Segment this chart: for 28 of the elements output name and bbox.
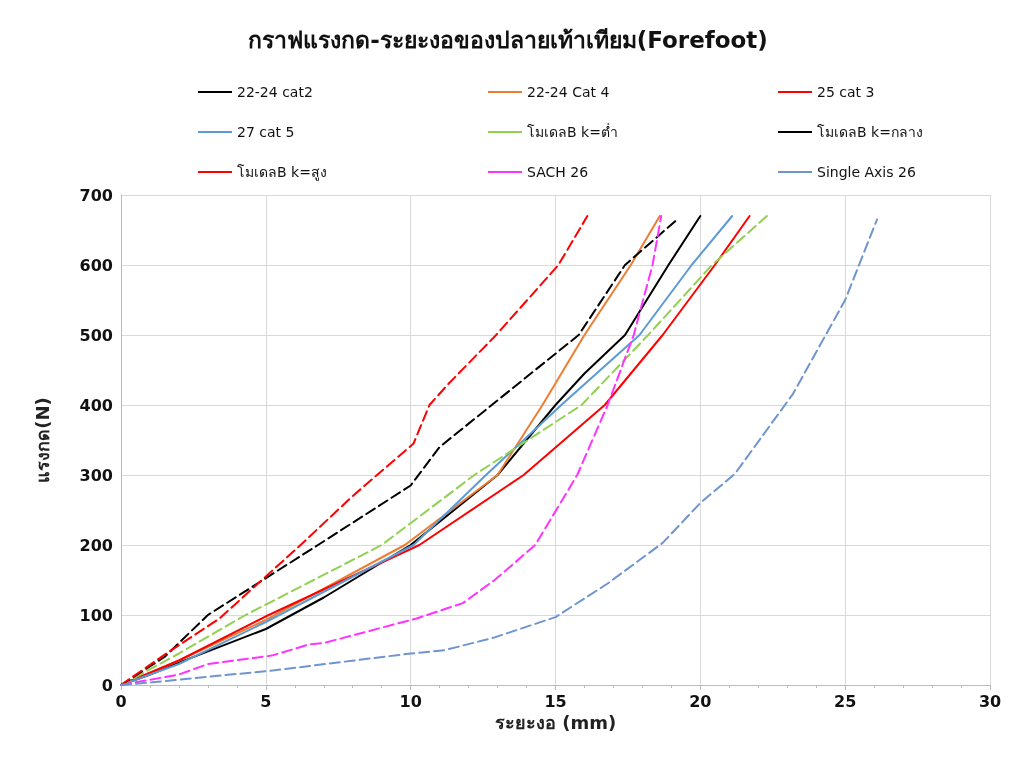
y-tick-label: 600: [79, 255, 113, 275]
x-tick-label: 30: [978, 691, 1002, 711]
y-tick-label: 100: [79, 605, 113, 625]
x-tick-label: 15: [544, 691, 567, 711]
x-tick-label: 5: [260, 691, 272, 711]
y-tick-label: 500: [79, 325, 113, 345]
legend-label: SACH 26: [527, 164, 589, 180]
x-tick-label: 25: [834, 691, 857, 711]
legend-label: โมเดลB k=ต่ำ: [527, 123, 618, 140]
y-tick-label: 400: [79, 395, 113, 415]
y-axis-title: แรงกด(N): [31, 397, 53, 483]
y-tick-label: 700: [79, 185, 113, 205]
legend-label: 25 cat 3: [817, 84, 875, 100]
legend-label: Single Axis 26: [817, 164, 916, 180]
line-series: [120, 218, 879, 686]
x-axis-title: ระยะงอ (mm): [494, 712, 617, 734]
legend-label: โมเดลB k=สูง: [237, 164, 327, 181]
x-tick-label: 10: [399, 691, 422, 711]
chart-title: กราฟแรงกด-ระยะงอของปลายเท้าเทียม(Forefoot): [248, 26, 768, 53]
legend-label: 22-24 cat2: [237, 84, 313, 100]
legend-label: 27 cat 5: [237, 124, 295, 140]
legend-label: 22-24 Cat 4: [527, 84, 610, 100]
y-tick-label: 300: [79, 465, 113, 485]
x-tick-label: 20: [689, 691, 712, 711]
y-tick-label: 0: [101, 675, 113, 695]
legend-label: โมเดลB k=กลาง: [817, 124, 923, 140]
y-tick-label: 200: [79, 535, 113, 555]
x-tick-label: 0: [115, 691, 127, 711]
